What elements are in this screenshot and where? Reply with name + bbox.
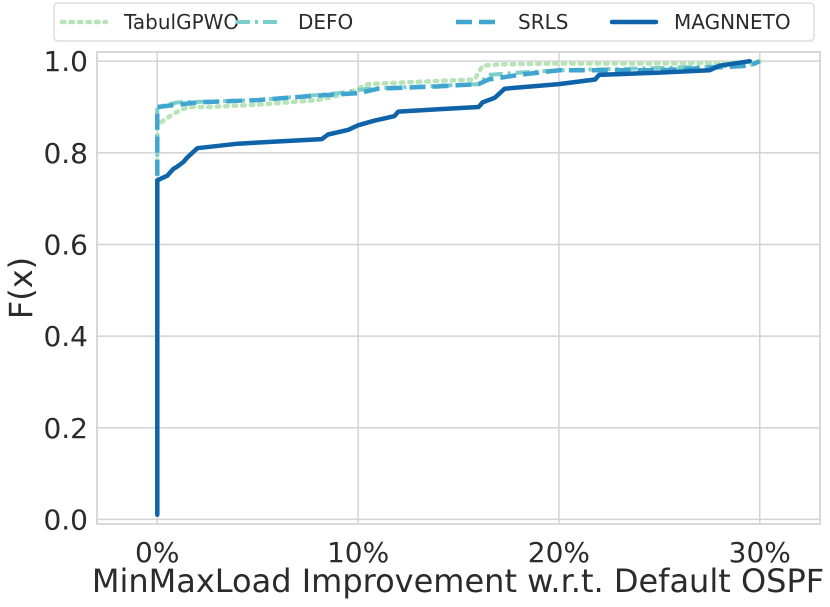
y-tick-label: 0.8 (43, 137, 88, 170)
series-line-tabulgpwo (155, 58, 763, 174)
legend-box (53, 2, 815, 42)
x-axis-ticks: 0% 10% 20% 30% (135, 536, 791, 569)
plot-area (96, 51, 821, 525)
x-tick-label: 0% (135, 536, 179, 569)
series-layer (155, 58, 763, 518)
legend-label-magnneto: MAGNNETO (674, 10, 791, 34)
y-tick-label: 0.6 (43, 228, 88, 261)
series-line-srls (155, 59, 761, 176)
x-tick-label: 20% (528, 536, 590, 569)
y-axis-ticks: 0.0 0.2 0.4 0.6 0.8 1.0 (43, 45, 88, 536)
x-tick-label: 30% (729, 536, 791, 569)
legend-label-srls: SRLS (518, 10, 568, 34)
x-tick-label: 10% (327, 536, 389, 569)
series-line-magnneto (155, 58, 752, 518)
y-axis-label: F(x) (2, 257, 40, 319)
legend-label-defo: DEFO (298, 10, 353, 34)
y-tick-label: 0.0 (43, 503, 88, 536)
legend: TabulGPWO DEFO SRLS MAGNNETO (53, 2, 815, 42)
y-tick-label: 1.0 (43, 45, 88, 78)
y-tick-label: 0.4 (43, 320, 88, 353)
y-tick-label: 0.2 (43, 412, 88, 445)
legend-label-tabulgpwo: TabulGPWO (123, 10, 239, 34)
x-axis-label: MinMaxLoad Improvement w.r.t. Default OS… (92, 562, 824, 600)
